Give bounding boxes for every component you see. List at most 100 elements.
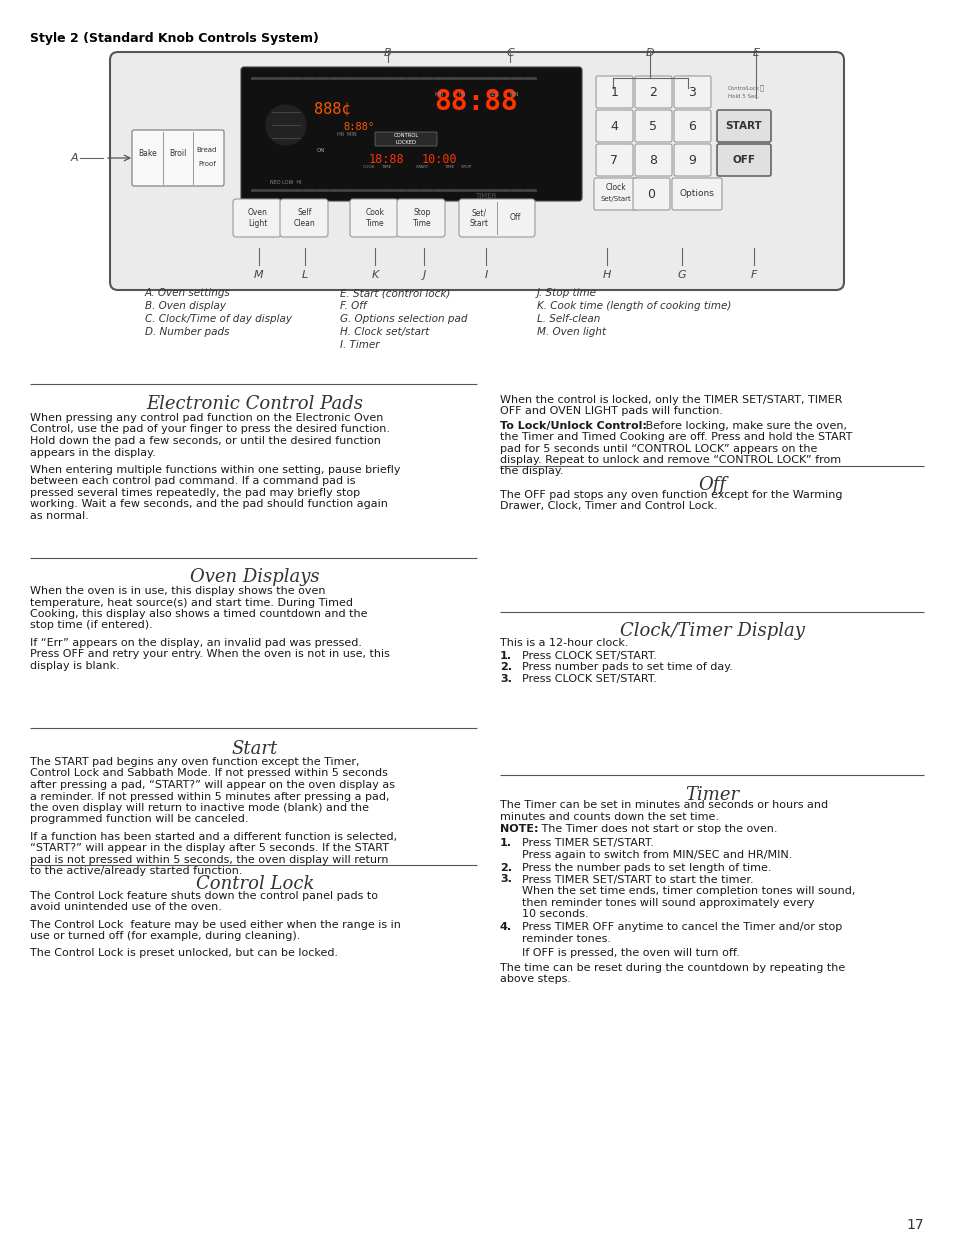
Text: CONTROL: CONTROL: [393, 133, 418, 138]
FancyBboxPatch shape: [241, 67, 581, 201]
FancyBboxPatch shape: [635, 110, 671, 142]
Text: Drawer, Clock, Timer and Control Lock.: Drawer, Clock, Timer and Control Lock.: [499, 501, 717, 511]
Text: K: K: [371, 270, 378, 280]
Text: The Timer can be set in minutes and seconds or hours and: The Timer can be set in minutes and seco…: [499, 800, 827, 810]
Text: then reminder tones will sound approximately every: then reminder tones will sound approxima…: [521, 898, 814, 908]
FancyBboxPatch shape: [717, 144, 770, 177]
Text: NOTE:: NOTE:: [499, 824, 537, 834]
FancyBboxPatch shape: [458, 199, 535, 237]
Text: The Control Lock  feature may be used either when the range is in: The Control Lock feature may be used eit…: [30, 920, 400, 930]
FancyBboxPatch shape: [594, 178, 638, 210]
Text: The Timer does not start or stop the oven.: The Timer does not start or stop the ove…: [537, 824, 777, 834]
Text: Options: Options: [679, 189, 714, 199]
Text: The Control Lock feature shuts down the control panel pads to: The Control Lock feature shuts down the …: [30, 890, 377, 902]
Text: Stop
Time: Stop Time: [413, 209, 431, 227]
Text: 3.: 3.: [499, 674, 512, 684]
Text: If a function has been started and a different function is selected,: If a function has been started and a dif…: [30, 831, 396, 842]
Text: 2.: 2.: [499, 662, 512, 673]
Text: pressed several times repeatedly, the pad may briefly stop: pressed several times repeatedly, the pa…: [30, 488, 359, 498]
FancyBboxPatch shape: [671, 178, 721, 210]
Text: M: M: [253, 270, 264, 280]
Text: 3: 3: [688, 85, 696, 99]
FancyBboxPatch shape: [350, 199, 397, 237]
Text: COOK: COOK: [362, 165, 375, 169]
Text: I: I: [484, 270, 487, 280]
Text: G. Options selection pad: G. Options selection pad: [339, 314, 467, 324]
Text: B. Oven display: B. Oven display: [145, 301, 226, 311]
Text: J: J: [422, 270, 425, 280]
FancyBboxPatch shape: [280, 199, 328, 237]
Text: Press number pads to set time of day.: Press number pads to set time of day.: [521, 662, 732, 673]
Text: the display.: the display.: [499, 467, 563, 477]
FancyBboxPatch shape: [375, 132, 436, 146]
Text: reminder tones.: reminder tones.: [521, 934, 610, 944]
Text: MIN: MIN: [509, 91, 518, 98]
Text: 4.: 4.: [499, 923, 512, 932]
Text: as normal.: as normal.: [30, 511, 89, 521]
Text: 17: 17: [905, 1218, 923, 1233]
Text: Style 2 (Standard Knob Controls System): Style 2 (Standard Knob Controls System): [30, 32, 318, 44]
Text: The time can be reset during the countdown by repeating the: The time can be reset during the countdo…: [499, 963, 844, 973]
FancyBboxPatch shape: [635, 77, 671, 107]
Text: Bread: Bread: [196, 147, 217, 153]
Text: Off: Off: [698, 475, 725, 494]
FancyBboxPatch shape: [673, 77, 710, 107]
Text: G: G: [677, 270, 685, 280]
Text: pad for 5 seconds until “CONTROL LOCK” appears on the: pad for 5 seconds until “CONTROL LOCK” a…: [499, 443, 817, 453]
Text: Press again to switch from MIN/SEC and HR/MIN.: Press again to switch from MIN/SEC and H…: [521, 850, 792, 860]
Text: Set/Start: Set/Start: [600, 196, 631, 203]
Text: HR  MIN: HR MIN: [336, 132, 356, 137]
Text: Control Lock: Control Lock: [195, 876, 314, 893]
Text: F: F: [750, 270, 757, 280]
Text: 10:00: 10:00: [420, 153, 456, 165]
Text: NEO LOW  HI: NEO LOW HI: [270, 180, 301, 185]
Text: display. Repeat to unlock and remove “CONTROL LOCK” from: display. Repeat to unlock and remove “CO…: [499, 454, 841, 466]
Text: pad is not pressed within 5 seconds, the oven display will return: pad is not pressed within 5 seconds, the…: [30, 855, 388, 864]
Text: D. Number pads: D. Number pads: [145, 327, 230, 337]
FancyBboxPatch shape: [596, 77, 633, 107]
Text: Cooking, this display also shows a timed countdown and the: Cooking, this display also shows a timed…: [30, 609, 367, 619]
Text: LOCKED: LOCKED: [395, 140, 416, 144]
FancyBboxPatch shape: [596, 110, 633, 142]
Text: L: L: [301, 270, 308, 280]
Text: after pressing a pad, “START?” will appear on the oven display as: after pressing a pad, “START?” will appe…: [30, 781, 395, 790]
Text: 6: 6: [688, 120, 696, 132]
Text: F. Off: F. Off: [339, 301, 366, 311]
Text: E: E: [752, 48, 759, 58]
Text: START: START: [415, 165, 428, 169]
Text: The Control Lock is preset unlocked, but can be locked.: The Control Lock is preset unlocked, but…: [30, 948, 337, 958]
FancyBboxPatch shape: [635, 144, 671, 177]
FancyBboxPatch shape: [673, 144, 710, 177]
Text: Oven Displays: Oven Displays: [190, 568, 319, 585]
Text: 88:88: 88:88: [434, 88, 517, 116]
Text: Press TIMER OFF anytime to cancel the Timer and/or stop: Press TIMER OFF anytime to cancel the Ti…: [521, 923, 841, 932]
FancyBboxPatch shape: [633, 178, 669, 210]
Text: 888¢: 888¢: [314, 103, 350, 117]
Text: 8:88°: 8:88°: [343, 122, 375, 132]
Text: stop time (if entered).: stop time (if entered).: [30, 620, 152, 631]
Text: Bake: Bake: [138, 149, 157, 158]
Text: C. Clock/Time of day display: C. Clock/Time of day display: [145, 314, 292, 324]
Text: When the oven is in use, this display shows the oven: When the oven is in use, this display sh…: [30, 585, 325, 597]
Text: 4: 4: [610, 120, 618, 132]
Text: H. Clock set/start: H. Clock set/start: [339, 327, 429, 337]
Text: A: A: [71, 153, 78, 163]
Text: C: C: [506, 48, 514, 58]
Text: OFF and OVEN LIGHT pads will function.: OFF and OVEN LIGHT pads will function.: [499, 406, 722, 416]
Text: TIME: TIME: [380, 165, 391, 169]
Text: 2.: 2.: [499, 863, 512, 873]
Text: 9: 9: [688, 153, 696, 167]
Text: between each control pad command. If a command pad is: between each control pad command. If a c…: [30, 477, 355, 487]
Text: appears in the display.: appears in the display.: [30, 447, 155, 457]
Text: HR: HR: [458, 91, 465, 98]
Text: ControlLock: ControlLock: [727, 85, 760, 90]
Text: The OFF pad stops any oven function except for the Warming: The OFF pad stops any oven function exce…: [499, 490, 841, 500]
Text: above steps.: above steps.: [499, 974, 571, 984]
Text: display is blank.: display is blank.: [30, 661, 120, 671]
Text: to the active/already started function.: to the active/already started function.: [30, 866, 242, 877]
Text: To Lock/Unlock Control:: To Lock/Unlock Control:: [499, 421, 646, 431]
FancyBboxPatch shape: [673, 110, 710, 142]
Text: 3.: 3.: [499, 874, 512, 884]
Text: SEC: SEC: [489, 91, 498, 98]
Text: working. Wait a few seconds, and the pad should function again: working. Wait a few seconds, and the pad…: [30, 499, 388, 509]
